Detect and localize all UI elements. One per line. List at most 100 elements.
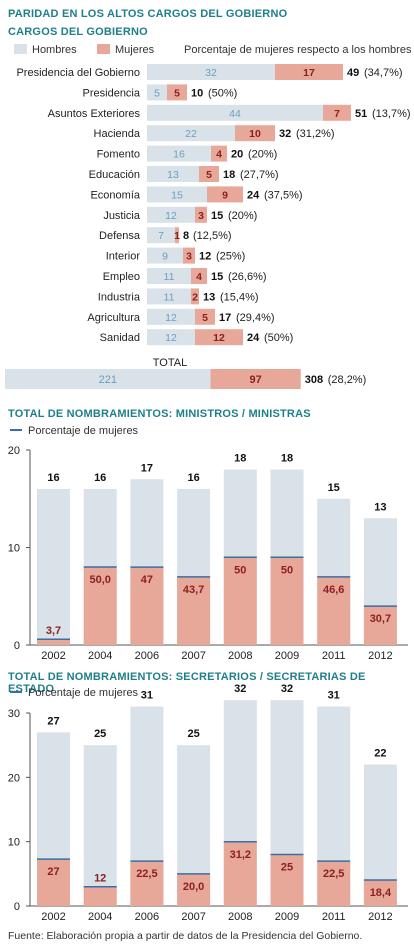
percent-label: 50 — [234, 564, 246, 576]
value-hombres: 5 — [154, 87, 160, 99]
total-label: 25 — [94, 728, 106, 740]
bar-hombres — [147, 206, 195, 223]
total-label: 32 — [281, 683, 293, 695]
total-label: 17 — [141, 462, 153, 474]
value-total: 32 — [279, 128, 291, 140]
value-mujeres: 10 — [249, 128, 261, 140]
total-label: 27 — [47, 715, 59, 727]
value-hombres: 15 — [171, 189, 183, 201]
x-tick-label: 2009 — [275, 911, 299, 923]
value-percent: (12,5%) — [193, 230, 232, 242]
x-tick-label: 2006 — [135, 650, 159, 660]
value-hombres: 44 — [229, 108, 241, 120]
bar-mujeres — [130, 567, 164, 645]
total-label: 16 — [94, 472, 106, 484]
percent-label: 43,7 — [183, 584, 204, 596]
value-total: 8 — [183, 230, 189, 242]
total-label: 15 — [328, 482, 340, 494]
x-tick-label: 2006 — [135, 911, 159, 923]
bar-hombres — [147, 186, 207, 203]
total-label: 16 — [187, 472, 199, 484]
value-mujeres: 5 — [174, 87, 180, 99]
category-label: Sanidad — [100, 332, 140, 344]
value-total: 51 — [355, 108, 367, 120]
bar-mujeres — [37, 639, 70, 645]
percent-label: 27 — [47, 866, 59, 878]
x-tick-label: 2011 — [322, 911, 346, 923]
y-tick-label: 0 — [14, 901, 20, 913]
bar-mujeres — [363, 879, 397, 906]
y-tick-label: 10 — [8, 837, 20, 849]
bar-mujeres — [177, 576, 211, 645]
bar-mujeres — [37, 859, 70, 906]
total-label: TOTAL — [153, 357, 187, 369]
y-tick-label: 10 — [8, 543, 20, 555]
category-label: Agricultura — [87, 312, 140, 324]
source-note: Fuente: Elaboración propia a partir de d… — [8, 930, 363, 942]
y-tick-label: 30 — [8, 708, 20, 720]
bar-mujeres — [363, 606, 397, 645]
value-total: 20 — [231, 149, 243, 161]
category-label: Educación — [89, 169, 140, 181]
bar-mujeres — [83, 567, 117, 645]
total-label: 25 — [187, 728, 199, 740]
total-label: 16 — [47, 472, 59, 484]
value-total: 17 — [219, 312, 231, 324]
total-label: 32 — [234, 683, 246, 695]
bar-mujeres — [183, 247, 195, 264]
chart1-subtitle: CARGOS DEL GOBIERNO — [8, 26, 148, 38]
bar-total — [83, 745, 117, 906]
legend-mujeres-label: Mujeres — [115, 44, 155, 56]
bar-hombres — [147, 64, 275, 80]
page-title: PARIDAD EN LOS ALTOS CARGOS DEL GOBIERNO — [8, 8, 288, 20]
y-tick-label: 20 — [8, 445, 20, 457]
legend-hombres-swatch — [14, 44, 27, 54]
value-total: 18 — [223, 169, 235, 181]
bar-mujeres — [223, 841, 257, 906]
bar-mujeres — [235, 125, 275, 142]
value-total: 10 — [191, 87, 203, 99]
bar-mujeres — [130, 861, 164, 906]
bar-mujeres — [323, 104, 351, 121]
bar-hombres — [147, 166, 199, 182]
percent-label: 22,5 — [136, 868, 157, 880]
value-hombres: 13 — [167, 169, 179, 181]
total-bar-chart: 221 97 308 (28,2%) — [5, 369, 366, 389]
bar-total — [37, 489, 70, 645]
value-percent: (20%) — [228, 210, 257, 222]
x-tick-label: 2008 — [228, 911, 252, 923]
value-hombres: 12 — [165, 210, 177, 222]
value-percent: (34,7%) — [364, 67, 403, 79]
value-percent: (31,2%) — [296, 128, 335, 140]
chart-ministros: Porcentaje de mujeres 0 10 20 16 3,7 2002 16 50,… — [8, 425, 408, 660]
total-bar-mujeres — [210, 369, 301, 389]
bar-hombres — [147, 247, 183, 264]
value-percent: (50%) — [264, 332, 293, 344]
percent-label: 47 — [141, 574, 153, 586]
value-total: 24 — [247, 189, 260, 201]
bar-mujeres — [207, 186, 243, 203]
value-hombres: 32 — [205, 67, 217, 79]
bar-hombres — [147, 125, 235, 142]
bar-mujeres — [195, 329, 243, 346]
x-tick-label: 2012 — [368, 650, 392, 660]
value-mujeres: 12 — [213, 332, 225, 344]
bar-mujeres — [211, 145, 227, 162]
value-total: 13 — [203, 291, 215, 303]
value-mujeres: 3 — [186, 251, 192, 263]
percent-label: 18,4 — [370, 887, 392, 899]
value-hombres: 11 — [164, 291, 175, 303]
total-value-hombres: 221 — [99, 374, 117, 386]
value-hombres: 12 — [165, 312, 177, 324]
legend-label: Porcentaje de mujeres — [28, 425, 139, 437]
percent-label: 25 — [281, 862, 293, 874]
bar-mujeres — [270, 557, 304, 645]
total-label: 13 — [374, 501, 386, 513]
bar-mujeres — [199, 166, 219, 182]
value-mujeres: 9 — [222, 189, 228, 201]
total-label: 31 — [141, 690, 153, 702]
y-tick-label: 0 — [14, 640, 20, 652]
value-mujeres: 3 — [198, 210, 204, 222]
category-label: Empleo — [103, 271, 140, 283]
x-tick-label: 2007 — [181, 650, 205, 660]
